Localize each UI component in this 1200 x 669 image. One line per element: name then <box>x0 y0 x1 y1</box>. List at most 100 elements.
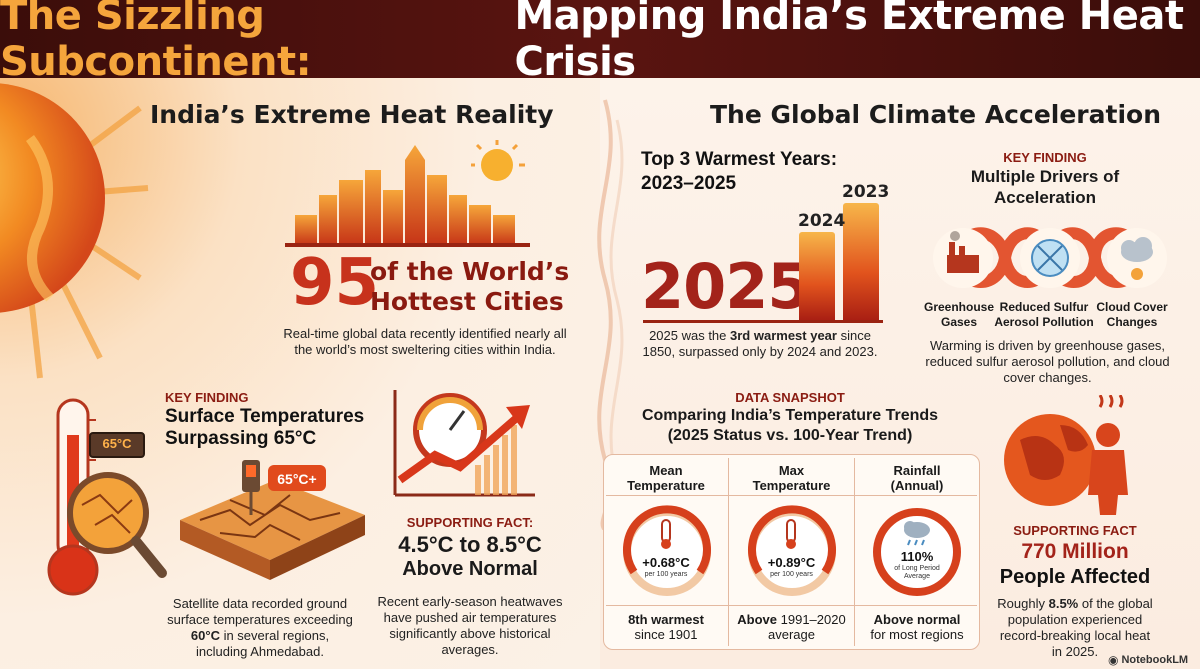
drivers-title-line-2: Acceleration <box>993 188 1097 207</box>
col-max-head: Max Temperature <box>730 463 853 493</box>
rainfall-value: 110% <box>900 549 934 564</box>
driver-cloud-label: Cloud Cover Changes <box>1092 300 1172 330</box>
snapshot-title-line-2: (2025 Status vs. 100-Year Trend) <box>667 427 913 444</box>
rainfall-foot: Above normal for most regions <box>856 612 978 642</box>
snapshot-label: DATA SNAPSHOT <box>735 390 845 405</box>
col-mean-head: Mean Temperature <box>605 463 727 493</box>
surface-key-finding-label: KEY FINDING <box>165 390 249 405</box>
col-mean-head-2: Temperature <box>627 478 705 493</box>
hottest-cities-line-1: of the World’s <box>370 257 570 286</box>
hottest-cities-number: 95 <box>290 246 380 320</box>
air-temp-label: Above Normal <box>402 558 538 580</box>
rain-foot-2: for most regions <box>870 627 964 642</box>
notebooklm-text: NotebookLM <box>1121 654 1189 666</box>
rainfall-sub-1: of Long Period <box>894 565 940 572</box>
max-temp-value: +0.89°C <box>767 555 816 570</box>
people-desc-pre: Roughly <box>997 596 1049 611</box>
people-desc-line-2: population experienced <box>1007 612 1143 627</box>
driver-sulfur-line-1: Reduced Sulfur <box>999 300 1089 314</box>
max-temp-foot: Above 1991–2020 average <box>730 612 853 642</box>
surface-desc-line-4: including Ahmedabad. <box>196 644 324 659</box>
notebooklm-watermark: ◉ NotebookLM <box>1108 653 1188 667</box>
table-foot-rule <box>606 605 977 606</box>
rain-foot-bold: Above normal <box>873 612 961 627</box>
col-rain-head-2: (Annual) <box>890 478 944 493</box>
air-temp-supporting-label: SUPPORTING FACT: <box>406 515 534 530</box>
driver-cloud-line-1: Cloud Cover <box>1096 300 1168 314</box>
cloud-icon <box>1121 237 1153 280</box>
sulfur-aerosol-icon <box>1031 239 1069 277</box>
drivers-title: Multiple Drivers of Acceleration <box>930 166 1160 208</box>
rainfall-gauge <box>873 508 961 596</box>
driver-sulfur-label: Reduced Sulfur Aerosol Pollution <box>994 300 1094 330</box>
warmest-baseline <box>643 320 883 323</box>
hottest-cities-line-2: Hottest Cities <box>370 287 564 316</box>
warmest-desc-line-2: 1850, surpassed only by 2024 and 2023. <box>642 344 878 359</box>
driver-greenhouse-line-1: Greenhouse <box>923 300 995 314</box>
drivers-title-line-1: Multiple Drivers of <box>970 167 1120 186</box>
right-section-title: The Global Climate Acceleration <box>710 100 1161 129</box>
sun-illustration <box>0 83 149 379</box>
city-skyline-illustration <box>285 140 530 247</box>
title-part-1: The Sizzling Subcontinent: <box>0 0 312 85</box>
driver-greenhouse-line-2: Gases <box>940 315 978 329</box>
mean-foot-bold: 8th warmest <box>628 612 704 627</box>
drivers-key-finding-label: KEY FINDING <box>1003 150 1087 165</box>
max-foot-bold: Above <box>737 612 778 627</box>
mean-temp-foot: 8th warmest since 1901 <box>605 612 727 642</box>
max-temp-gauge <box>748 505 836 596</box>
col-rainfall-head: Rainfall (Annual) <box>856 463 978 493</box>
col-max-head-2: Temperature <box>752 478 831 493</box>
bar-label-2024: 2024 <box>798 211 846 231</box>
people-affected-value: 770 Million <box>1021 540 1129 563</box>
surface-temp-sign: 65°C+ <box>277 471 317 487</box>
max-foot-rest: 1991–2020 <box>777 612 846 627</box>
rainfall-sub-2: Average <box>904 573 930 580</box>
drivers-description: Warming is driven by greenhouse gases, r… <box>925 338 1170 385</box>
warmest-desc-bold: 3rd warmest year <box>730 328 837 343</box>
mean-foot-2: since 1901 <box>634 627 698 642</box>
drivers-infinity-loop <box>933 227 1167 288</box>
people-description: Roughly 8.5% of the global population ex… <box>985 596 1165 660</box>
left-section-title: India’s Extreme Heat Reality <box>150 100 554 129</box>
snapshot-title-line-1: Comparing India’s Temperature Trends <box>641 407 939 424</box>
table-head-rule <box>606 495 977 496</box>
warmest-desc-pre: 2025 was the <box>649 328 731 343</box>
driver-sulfur-line-2: Aerosol Pollution <box>994 315 1094 329</box>
col-mean-head-1: Mean <box>649 463 683 478</box>
surface-desc-line-2: surface temperatures exceeding <box>167 612 353 627</box>
surface-desc-bold: 60°C <box>190 628 220 643</box>
bar-2023 <box>843 203 879 320</box>
cracked-ground-illustration <box>180 460 365 580</box>
bar-2024 <box>799 232 835 320</box>
warmest-years-title: Top 3 Warmest Years: 2023–2025 <box>641 148 837 196</box>
table-divider-1 <box>728 458 729 646</box>
surface-desc-line-3: in several regions, <box>219 628 330 643</box>
max-temp-sub: per 100 years <box>770 571 813 578</box>
max-foot-2: average <box>768 627 815 642</box>
globe-person-heat-icon <box>1004 395 1128 515</box>
surface-desc-line-1: Satellite data recorded ground <box>172 596 348 611</box>
title-part-2: Mapping India’s Extreme Heat Crisis <box>514 0 1184 85</box>
driver-greenhouse-label: Greenhouse Gases <box>918 300 1000 330</box>
year-2025-label: 2025 <box>641 250 811 323</box>
surface-description: Satellite data recorded ground surface t… <box>165 596 355 660</box>
col-rain-head-1: Rainfall <box>893 463 941 478</box>
surface-title-line-1: Surface Temperatures <box>165 406 365 427</box>
factory-icon <box>947 231 979 273</box>
warmest-desc-post: since <box>836 328 871 343</box>
col-max-head-1: Max <box>778 463 805 478</box>
thermometer-readout: 65°C <box>102 436 132 451</box>
notebooklm-logo-icon: ◉ <box>1108 653 1119 667</box>
bar-label-2023: 2023 <box>842 182 890 202</box>
people-desc-line-3: record-breaking local heat <box>999 628 1151 643</box>
people-affected-label: People Affected <box>999 566 1151 588</box>
table-divider-2 <box>854 458 855 646</box>
air-temp-range: 4.5°C to 8.5°C <box>398 532 542 557</box>
warmest-title-line-2: 2023–2025 <box>641 173 737 194</box>
surface-title-line-2: Surpassing 65°C <box>165 428 317 449</box>
title-banner: The Sizzling Subcontinent: Mapping India… <box>0 0 1200 85</box>
mean-temp-gauge <box>623 505 711 596</box>
snapshot-title: Comparing India’s Temperature Trends (20… <box>610 406 970 446</box>
mean-temp-value: +0.68°C <box>642 555 690 570</box>
